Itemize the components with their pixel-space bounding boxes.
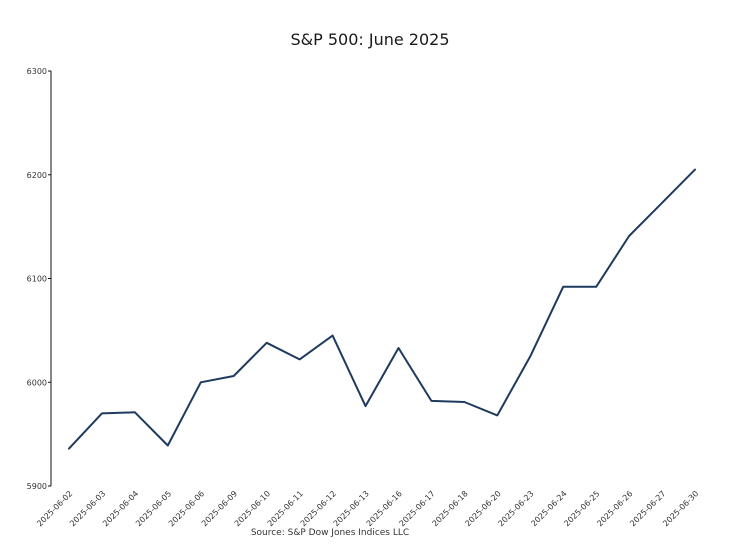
data-point: [99, 411, 104, 416]
y-tick-label: 6300: [27, 67, 47, 76]
data-point: [627, 233, 632, 238]
y-axis-ticks: 5900 6000 6100 6200 6300: [27, 67, 51, 491]
data-point: [693, 167, 698, 172]
chart-title: S&P 500: June 2025: [290, 30, 449, 49]
data-point: [495, 413, 500, 418]
data-point: [67, 446, 72, 451]
data-point: [396, 346, 401, 351]
y-tick-label: 6000: [27, 378, 47, 387]
series-points: [67, 167, 698, 451]
data-point: [198, 380, 203, 385]
x-tick-label: 2025-06-30: [661, 489, 700, 528]
data-point: [594, 284, 599, 289]
data-point: [660, 200, 665, 205]
x-axis-ticks: 2025-06-022025-06-032025-06-042025-06-05…: [35, 489, 700, 528]
data-point: [528, 354, 533, 359]
data-point: [462, 399, 467, 404]
data-point: [132, 410, 137, 415]
data-point: [330, 333, 335, 338]
source-note: Source: S&P Dow Jones Indices LLC: [251, 528, 409, 538]
data-point: [231, 374, 236, 379]
data-point: [297, 357, 302, 362]
data-point: [363, 404, 368, 409]
data-point: [165, 443, 170, 448]
data-point: [561, 284, 566, 289]
y-tick-label: 5900: [27, 482, 47, 491]
y-tick-label: 6100: [27, 275, 47, 284]
y-tick-label: 6200: [27, 171, 47, 180]
data-point: [264, 340, 269, 345]
series-line: [68, 168, 696, 450]
data-point: [429, 398, 434, 403]
